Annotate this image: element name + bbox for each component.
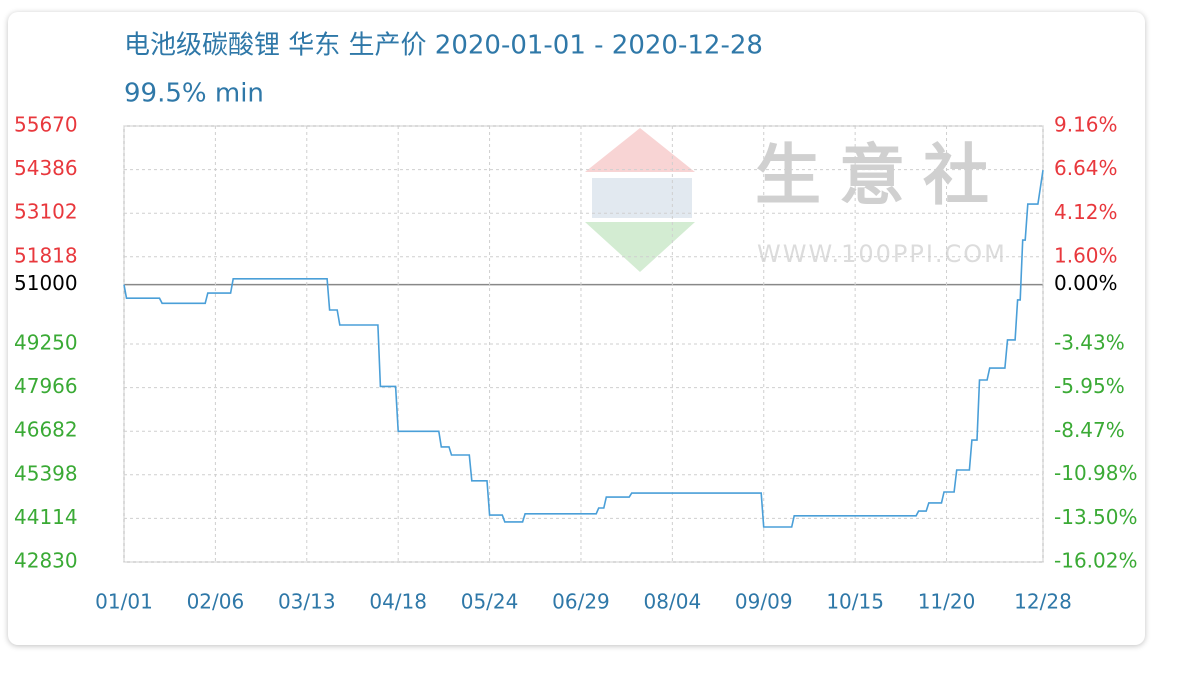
y-tick-label: 45398 (14, 461, 78, 485)
y-tick-label: 51000 (14, 271, 78, 295)
x-tick-label: 10/15 (826, 590, 884, 614)
x-tick-label: 05/24 (461, 590, 519, 614)
y2-tick-label: -5.95% (1054, 374, 1125, 398)
x-tick-label: 01/01 (95, 590, 153, 614)
watermark-logo (585, 128, 695, 272)
y-tick-label: 46682 (14, 418, 78, 442)
y-tick-label: 51818 (14, 243, 78, 267)
y2-tick-label: 4.12% (1054, 200, 1118, 224)
chart-subtitle: 99.5% min (124, 79, 264, 109)
y2-tick-label: 1.60% (1054, 243, 1118, 267)
x-tick-label: 03/13 (278, 590, 336, 614)
y2-tick-label: -8.47% (1054, 418, 1125, 442)
y-tick-label: 54386 (14, 156, 78, 180)
y-tick-label: 44114 (14, 505, 78, 529)
watermark-url: WWW.100PPI.COM (757, 240, 1007, 268)
chart-card (8, 12, 1145, 645)
y2-tick-label: -10.98% (1054, 461, 1137, 485)
x-tick-label: 11/20 (918, 590, 976, 614)
y-tick-label: 55670 (14, 113, 78, 137)
x-tick-label: 02/06 (187, 590, 245, 614)
y-tick-label: 47966 (14, 374, 78, 398)
y2-tick-label: -16.02% (1054, 549, 1137, 573)
price-line (123, 169, 1044, 528)
y2-tick-label: 0.00% (1054, 271, 1118, 295)
y2-tick-label: 9.16% (1054, 113, 1118, 137)
y2-tick-label: -13.50% (1054, 505, 1137, 529)
x-tick-label: 04/18 (369, 590, 427, 614)
watermark: 生意社 (755, 137, 1007, 214)
y2-tick-label: 6.64% (1054, 156, 1118, 180)
x-tick-label: 12/28 (1014, 590, 1072, 614)
y-tick-label: 53102 (14, 200, 78, 224)
x-tick-label: 09/09 (735, 590, 793, 614)
y-tick-label: 42830 (14, 549, 78, 573)
x-tick-label: 06/29 (552, 590, 610, 614)
chart-title: 电池级碳酸锂 华东 生产价 2020-01-01 - 2020-12-28 (124, 31, 763, 61)
x-tick-label: 08/04 (644, 590, 702, 614)
y2-tick-label: -3.43% (1054, 331, 1125, 355)
y-tick-label: 49250 (14, 331, 78, 355)
